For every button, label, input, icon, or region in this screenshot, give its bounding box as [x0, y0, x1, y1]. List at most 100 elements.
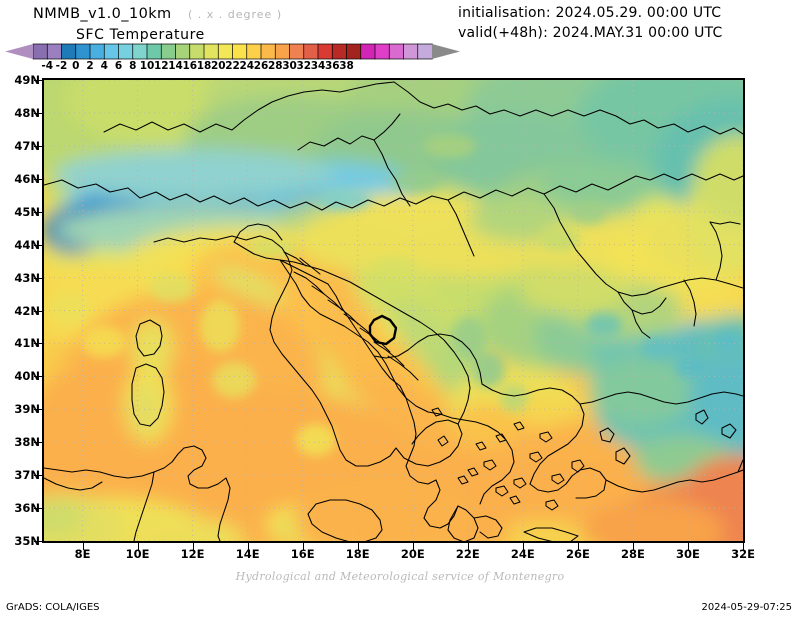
latitude-tick-label: 38N [14, 435, 40, 450]
colorbar-swatch [232, 43, 248, 60]
colorbar-tick: -4 [41, 60, 54, 72]
colorbar-tick: 8 [129, 60, 137, 72]
longitude-tick-label: 24E [510, 547, 535, 561]
latitude-tick-mark [34, 310, 42, 312]
latitude-tick-label: 37N [14, 468, 40, 483]
colorbar-strip [5, 43, 460, 60]
longitude-tick-label: 14E [235, 547, 260, 561]
colorbar-tick: 32 [296, 60, 312, 72]
colorbar-overflow-arrow [432, 44, 460, 59]
colorbar-swatch [374, 43, 390, 60]
colorbar-swatch [417, 43, 433, 60]
colorbar-tick: 14 [168, 60, 183, 72]
latitude-tick-label: 46N [14, 171, 40, 186]
latitude-tick-mark [34, 178, 42, 180]
colorbar-tick: 18 [196, 60, 212, 72]
colorbar-swatch [331, 43, 348, 60]
colorbar-tick: 6 [114, 60, 123, 72]
longitude-tick-label: 18E [345, 547, 370, 561]
latitude-tick-label: 39N [14, 402, 40, 417]
colorbar-swatch [388, 43, 405, 60]
longitude-tick-label: 8E [74, 547, 91, 561]
valid-time: valid(+48h): 2024.MAY.31 00:00 UTC [458, 25, 723, 41]
latitude-tick-mark [34, 211, 42, 213]
latitude-tick-mark [34, 343, 42, 345]
latitude-tick-label: 36N [14, 501, 40, 516]
longitude-tick-mark [357, 543, 359, 550]
colorbar: -4 -2 0 2 4 6 8 10 12 14 16 18 20 22 24 26 28 30 32 34 36 38 [5, 43, 460, 73]
colorbar-tick: 0 [72, 60, 80, 72]
longitude-tick-mark [632, 543, 634, 550]
initialisation-time: initialisation: 2024.05.29. 00:00 UTC [458, 5, 722, 21]
colorbar-swatch [103, 43, 120, 60]
grads-attribution: GrADS: COLA/IGES [6, 602, 100, 613]
colorbar-tick: 2 [86, 60, 94, 72]
colorbar-swatch [189, 43, 205, 60]
colorbar-swatch [89, 43, 105, 60]
render-timestamp: 2024-05-29-07:25 [701, 602, 792, 613]
latitude-tick-label: 35N [14, 534, 40, 548]
model-title: NMMB_v1.0_10km [33, 6, 172, 22]
field-title: SFC Temperature [76, 27, 205, 43]
latitude-tick-mark [34, 244, 42, 246]
colorbar-swatch [160, 43, 177, 60]
latitude-tick-label: 45N [14, 204, 40, 219]
longitude-tick-mark [302, 543, 304, 550]
longitude-tick-mark [577, 543, 579, 550]
colorbar-swatch [317, 43, 333, 60]
latitude-tick-mark [34, 277, 42, 279]
colorbar-tick: 22 [225, 60, 240, 72]
latitude-tick-label: 43N [14, 270, 40, 285]
latitude-tick-label: 42N [14, 303, 40, 318]
colorbar-swatch [46, 43, 63, 60]
longitude-tick-label: 32E [731, 547, 755, 561]
latitude-tick-mark [34, 541, 42, 542]
longitude-tick-label: 22E [455, 547, 480, 561]
model-units-note: ( . x . degree ) [188, 8, 283, 21]
colorbar-underflow-arrow [5, 44, 33, 59]
colorbar-swatch [132, 43, 148, 60]
colorbar-tick-labels: -4 -2 0 2 4 6 8 10 12 14 16 18 20 22 24 26 28 30 32 34 36 38 [5, 60, 460, 73]
longitude-tick-label: 20E [400, 547, 425, 561]
longitude-tick-label: 30E [676, 547, 700, 561]
map-plot-area[interactable] [42, 78, 745, 543]
colorbar-swatch [260, 43, 276, 60]
colorbar-swatch [346, 43, 362, 60]
latitude-tick-mark [34, 376, 42, 378]
colorbar-swatch [289, 43, 305, 60]
colorbar-tick: 12 [153, 60, 169, 72]
longitude-tick-label: 10E [125, 547, 150, 561]
longitude-tick-label: 26E [565, 547, 590, 561]
longitude-tick-mark [743, 543, 744, 550]
longitude-tick-mark [137, 543, 139, 550]
agency-credit: Hydrological and Meteorological service … [235, 570, 565, 583]
colorbar-swatch [146, 43, 162, 60]
latitude-tick-mark [34, 112, 42, 114]
latitude-tick-mark [34, 475, 42, 477]
colorbar-tick: 20 [210, 60, 226, 72]
colorbar-swatch [75, 43, 91, 60]
colorbar-tick: 10 [139, 60, 155, 72]
longitude-tick-mark [82, 543, 84, 550]
colorbar-swatch [360, 43, 376, 60]
latitude-tick-label: 40N [14, 369, 40, 384]
longitude-tick-mark [192, 543, 194, 550]
longitude-tick-mark [412, 543, 414, 550]
colorbar-swatch [403, 43, 419, 60]
longitude-tick-mark [522, 543, 524, 550]
colorbar-tick: 28 [267, 60, 283, 72]
colorbar-swatch [217, 43, 234, 60]
colorbar-swatch [118, 43, 134, 60]
longitude-tick-mark [467, 543, 469, 550]
colorbar-tick: -2 [55, 60, 68, 72]
colorbar-swatch [32, 43, 48, 60]
colorbar-tick: 16 [182, 60, 198, 72]
colorbar-swatch [203, 43, 219, 60]
latitude-tick-label: 48N [14, 105, 40, 120]
longitude-tick-label: 16E [290, 547, 315, 561]
longitude-tick-label: 28E [620, 547, 645, 561]
colorbar-tick: 26 [253, 60, 269, 72]
colorbar-swatches [32, 43, 433, 60]
latitude-tick-mark [34, 145, 42, 147]
latitude-tick-label: 41N [14, 336, 40, 351]
